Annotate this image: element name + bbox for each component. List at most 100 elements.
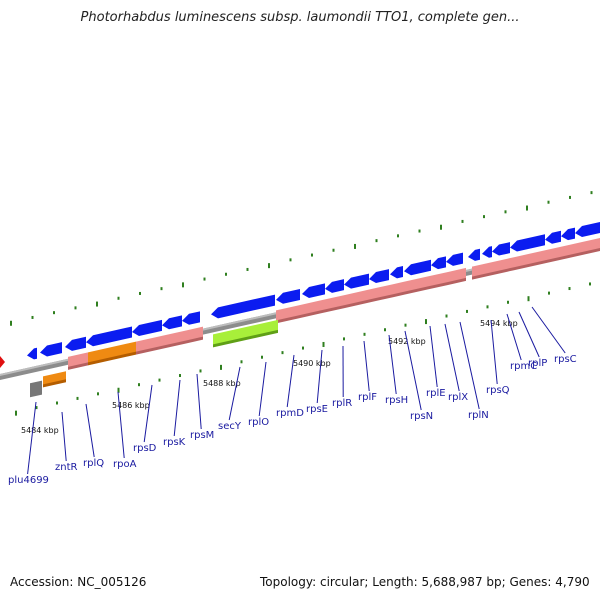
gene-label[interactable]: rplO — [248, 417, 269, 428]
feature-track[interactable] — [27, 222, 600, 398]
leader-line — [143, 384, 153, 443]
tick — [74, 306, 77, 310]
pink-gene-edge[interactable] — [298, 310, 320, 319]
map-title: Photorhabdus luminescens subsp. laumondi… — [80, 10, 520, 25]
pink-gene-edge[interactable] — [393, 291, 405, 298]
gene-label[interactable]: rplQ — [83, 458, 104, 469]
cds-arrow[interactable] — [325, 279, 344, 293]
gene-label[interactable]: rpsC — [554, 354, 577, 365]
rpoA-edge[interactable] — [88, 351, 136, 366]
gene-label[interactable]: rpsE — [306, 404, 328, 415]
gene-label[interactable]: rpsQ — [486, 385, 510, 396]
pink-gene-edge[interactable] — [276, 315, 298, 324]
pink-gene-edge[interactable] — [581, 248, 600, 256]
cds-arrow[interactable] — [468, 248, 480, 261]
inner-tick-row — [15, 282, 591, 416]
leader-line — [531, 306, 566, 354]
cds-arrow[interactable] — [344, 273, 369, 289]
cds-arrow[interactable] — [510, 234, 545, 252]
pink-gene-edge[interactable] — [168, 340, 186, 348]
gene-label[interactable]: rplF — [358, 392, 377, 403]
pink-gene-edge[interactable] — [566, 252, 581, 259]
tick — [486, 305, 489, 309]
pink-gene-edge[interactable] — [514, 259, 548, 271]
rpoA-box[interactable] — [88, 341, 136, 365]
gene-labels[interactable]: plu4699 zntR rplQ rpoA rpsD rpsK rpsM secY rplO r… — [8, 354, 577, 486]
tick — [425, 319, 427, 325]
cds-arrow[interactable] — [482, 246, 492, 258]
cds-arrow[interactable] — [162, 315, 182, 330]
genome-summary: Topology: circular; Length: 5,688,987 bp… — [260, 575, 590, 589]
gene-label[interactable]: plu4699 — [8, 475, 49, 486]
gene-label[interactable]: rplR — [332, 398, 352, 409]
pink-gene-edge[interactable] — [472, 267, 514, 280]
pink-gene-box[interactable] — [136, 334, 168, 354]
pink-gene-edge[interactable] — [405, 286, 428, 295]
pink-gene-edge[interactable] — [136, 344, 168, 355]
pink-gene-edge[interactable] — [320, 304, 345, 314]
pink-gene-edge[interactable] — [345, 298, 372, 308]
cds-arrow[interactable] — [575, 222, 600, 238]
gene-label[interactable]: rplP — [528, 358, 547, 369]
leader-line — [404, 330, 422, 411]
leader-line — [173, 379, 181, 437]
gene-label[interactable]: rplE — [426, 388, 446, 399]
pink-gene-edge[interactable] — [428, 281, 448, 290]
tick — [56, 401, 58, 405]
gene-label[interactable]: rpmD — [276, 408, 304, 419]
cds-arrow[interactable] — [27, 347, 37, 360]
scale-label: 5494 kbp — [480, 319, 518, 328]
gene-label[interactable]: rpsN — [410, 411, 433, 422]
orange-box-small[interactable] — [43, 371, 66, 387]
cds-arrow[interactable] — [369, 269, 389, 284]
gene-label[interactable]: rpmC — [510, 361, 537, 372]
tick — [397, 234, 399, 238]
cds-arrow[interactable] — [446, 252, 463, 266]
gene-label[interactable]: rpsH — [385, 395, 408, 406]
gene-label[interactable]: rplN — [468, 410, 489, 421]
cds-arrow[interactable] — [390, 265, 403, 279]
pink-gene-box[interactable] — [514, 249, 548, 270]
orange-edge-small[interactable] — [43, 379, 66, 388]
cds-arrow[interactable] — [492, 242, 510, 256]
cds-arrow[interactable] — [404, 259, 431, 276]
cds-arrow[interactable] — [545, 230, 561, 244]
cds-arrow[interactable] — [431, 256, 446, 270]
pink-gene-edge[interactable] — [372, 294, 393, 302]
tick — [225, 272, 227, 276]
cds-arrow[interactable] — [211, 294, 275, 319]
tick — [15, 410, 17, 416]
cds-arrow[interactable] — [302, 283, 325, 298]
gene-label[interactable]: rpsM — [190, 430, 214, 441]
tick — [311, 253, 313, 257]
tick — [569, 195, 571, 199]
cds-arrow[interactable] — [65, 336, 86, 351]
tick — [589, 282, 591, 286]
gene-label[interactable]: rpoA — [113, 459, 137, 470]
gene-label[interactable]: rpsK — [163, 437, 186, 448]
tick — [461, 219, 464, 223]
pink-gene-box[interactable] — [472, 257, 514, 279]
pink-gene-box[interactable] — [345, 288, 372, 307]
pink-gene-edge[interactable] — [448, 277, 466, 285]
cds-arrow[interactable] — [86, 326, 132, 347]
cds-arrow[interactable] — [561, 227, 575, 241]
gene-label[interactable]: rpsD — [133, 443, 157, 454]
gene-label[interactable]: zntR — [55, 462, 78, 473]
pink-gene-edge[interactable] — [548, 255, 566, 263]
gene-label[interactable]: rplX — [448, 392, 468, 403]
cds-arrow[interactable] — [276, 289, 300, 304]
pink-gene-edge[interactable] — [68, 362, 88, 370]
gene-label[interactable]: secY — [218, 421, 242, 432]
leader-line — [459, 321, 480, 410]
cds-arrow[interactable] — [132, 319, 162, 336]
grey-gene-box[interactable] — [30, 380, 42, 398]
tick — [246, 267, 249, 271]
secY-edge[interactable] — [213, 329, 278, 348]
cds-arrow[interactable] — [40, 342, 62, 357]
cds-arrow[interactable] — [182, 311, 200, 325]
secY-box[interactable] — [213, 319, 278, 347]
pink-gene-edge[interactable] — [186, 336, 203, 344]
leader-line — [518, 311, 540, 358]
